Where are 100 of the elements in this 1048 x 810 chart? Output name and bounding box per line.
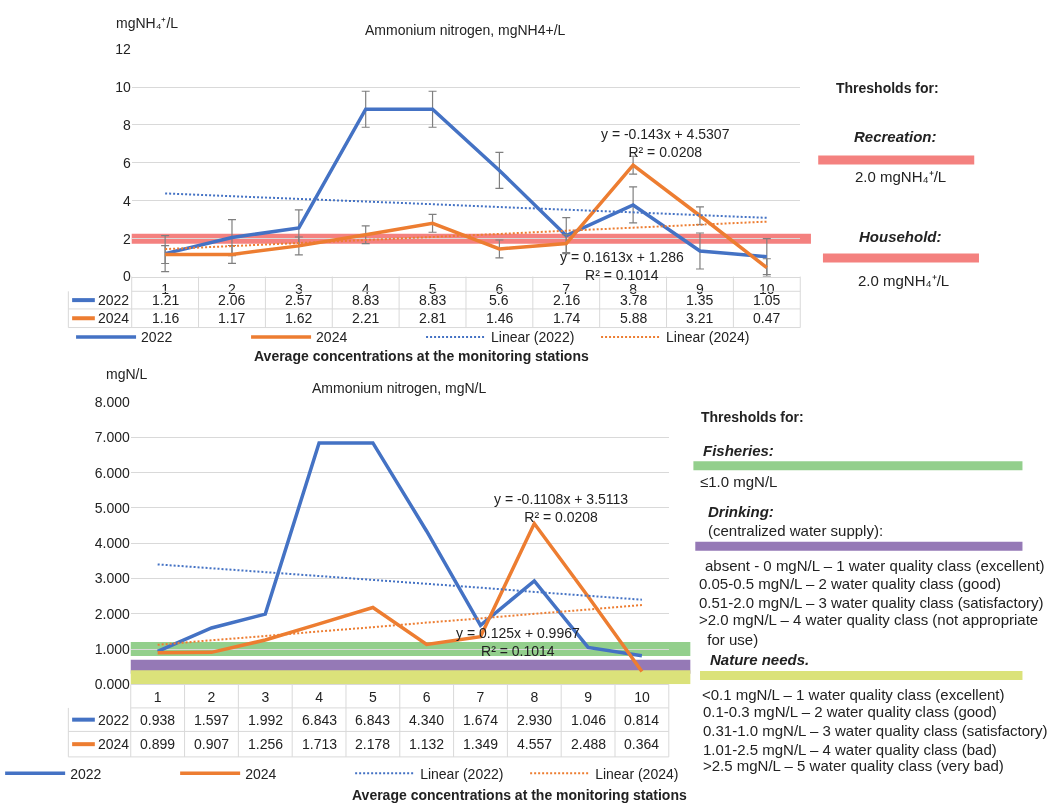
y-tick-label: 5.000 — [94, 499, 130, 516]
data-label: 2.16 — [553, 292, 581, 308]
text: >2.0 mgN/L – 4 water quality class (not appropriate for use) — [699, 611, 1039, 648]
y-tick-label: 4 — [122, 192, 131, 209]
data-label: 6.843 — [355, 712, 391, 728]
annotation: y = -0.1108x + 3.5113 R² = 0.0208 — [494, 491, 629, 526]
data-label: 4.557 — [517, 736, 553, 752]
line-series — [155, 441, 644, 658]
y-tick-label: 8.000 — [94, 393, 130, 410]
data-label: 6.843 — [302, 712, 338, 728]
text: Thresholds for: — [701, 409, 804, 425]
y-axis-title: mgNH₄⁺/L — [116, 15, 179, 31]
text: 2024 — [316, 329, 348, 346]
text: Drinking: — [708, 503, 774, 520]
y-tick-label: 4.000 — [94, 535, 130, 552]
data-label: 5.88 — [620, 310, 648, 326]
data-label: 0.364 — [624, 736, 660, 752]
annotation: y = 0.1613x + 1.286 R² = 0.1014 — [560, 249, 684, 284]
data-label: 1.674 — [463, 712, 499, 728]
x-tick-label: 10 — [634, 689, 650, 706]
legend-label: 2024 — [98, 310, 130, 326]
text: (centralized water supply): — [708, 522, 884, 539]
text: 2.0 mgNH₄⁺/L — [855, 168, 947, 185]
text: 0.31-1.0 mgN/L – 3 water quality class (satisfactory) — [703, 722, 1048, 739]
x-tick-label: 3 — [261, 689, 270, 706]
data-label: 0.899 — [140, 736, 176, 752]
chart-title: Ammonium nitrogen, mgN/L — [312, 380, 487, 396]
data-label: 1.713 — [302, 736, 338, 752]
x-tick-label: 8 — [530, 689, 539, 706]
x-axis-title: Average concentrations at the monitoring stations — [352, 787, 687, 803]
y-tick-label: 3.000 — [94, 570, 130, 587]
y-tick-label: 0 — [122, 268, 131, 285]
text: absent - 0 mgN/L – 1 water quality class (excellent) — [705, 557, 1045, 574]
x-tick-label: 2 — [207, 689, 216, 706]
legend-label: 2022 — [98, 292, 130, 308]
data-label: 2.21 — [352, 310, 380, 326]
y-tick-label: 0.000 — [94, 676, 130, 693]
x-tick-label: 7 — [476, 689, 485, 706]
text: 2022 — [141, 329, 173, 346]
data-label: 3.21 — [686, 310, 714, 326]
y-tick-label: 8 — [122, 116, 131, 133]
line-series — [155, 521, 644, 674]
line-series — [163, 163, 769, 270]
x-tick-label: 1 — [153, 689, 162, 706]
y-tick-label: 12 — [115, 41, 131, 58]
legend-label: 2024 — [98, 736, 130, 752]
y-tick-label: 10 — [115, 78, 131, 95]
y-tick-label: 2.000 — [94, 605, 130, 622]
y-tick-label: 7.000 — [94, 429, 130, 446]
y-tick-label: 1.000 — [94, 640, 130, 657]
data-label: 1.132 — [409, 736, 445, 752]
data-label: 2.81 — [419, 310, 447, 326]
text: 0.05-0.5 mgN/L – 2 water quality class (good) — [699, 575, 1002, 592]
data-label: 2.488 — [571, 736, 607, 752]
y-tick-label: 6.000 — [94, 464, 130, 481]
x-tick-label: 4 — [315, 689, 324, 706]
text: >2.5 mgN/L – 5 water quality class (very bad) — [703, 757, 1004, 774]
data-label: 0.938 — [140, 712, 176, 728]
text: 2024 — [245, 765, 277, 782]
text: ≤1.0 mgN/L — [700, 473, 778, 490]
data-label: 1.046 — [571, 712, 607, 728]
text: <0.1 mgN/L – 1 water quality class (excellent) — [702, 686, 1005, 703]
data-label: 0.907 — [194, 736, 230, 752]
data-label: 1.62 — [285, 310, 313, 326]
data-label: 1.597 — [194, 712, 230, 728]
text: 0.1-0.3 mgN/L – 2 water quality class (good) — [703, 703, 997, 720]
data-label: 1.256 — [248, 736, 284, 752]
x-tick-label: 9 — [584, 689, 593, 706]
data-label: 1.74 — [553, 310, 581, 326]
text: 2022 — [70, 765, 102, 782]
text: Nature needs. — [710, 651, 810, 668]
text: Fisheries: — [703, 442, 774, 459]
legend-label: Linear (2024) — [595, 765, 679, 782]
data-label: 2.178 — [355, 736, 391, 752]
legend-label: Linear (2022) — [420, 765, 504, 782]
legend-label: Linear (2022) — [491, 329, 575, 346]
data-label: 1.16 — [152, 310, 180, 326]
x-axis-title: Average concentrations at the monitoring stations — [254, 348, 589, 364]
data-label: 1.992 — [248, 712, 284, 728]
y-tick-label: 2 — [122, 230, 131, 247]
data-label: 1.46 — [486, 310, 514, 326]
chart-title: Ammonium nitrogen, mgNH4+/L — [365, 22, 566, 38]
text: 2.0 mgNH₄⁺/L — [858, 272, 950, 289]
x-tick-label: 6 — [422, 689, 431, 706]
data-label: 4.340 — [409, 712, 445, 728]
legend-label: Linear (2024) — [666, 329, 750, 346]
data-label: 0.814 — [624, 712, 660, 728]
y-tick-label: 6 — [122, 154, 131, 171]
text: Household: — [859, 228, 942, 245]
y-axis-title: mgN/L — [106, 366, 148, 382]
data-label: 0.47 — [753, 310, 781, 326]
text: Thresholds for: — [836, 80, 939, 96]
text: 0.51-2.0 mgN/L – 3 water quality class (satisfactory) — [699, 594, 1044, 611]
data-label: 2.930 — [517, 712, 553, 728]
text: 1.01-2.5 mgN/L – 4 water quality class (bad) — [703, 741, 997, 758]
text: Recreation: — [854, 128, 937, 145]
annotation: y = -0.143x + 4.5307 R² = 0.0208 — [601, 126, 730, 161]
legend-label: 2022 — [98, 712, 130, 728]
data-label: 1.349 — [463, 736, 499, 752]
data-label: 1.17 — [218, 310, 246, 326]
